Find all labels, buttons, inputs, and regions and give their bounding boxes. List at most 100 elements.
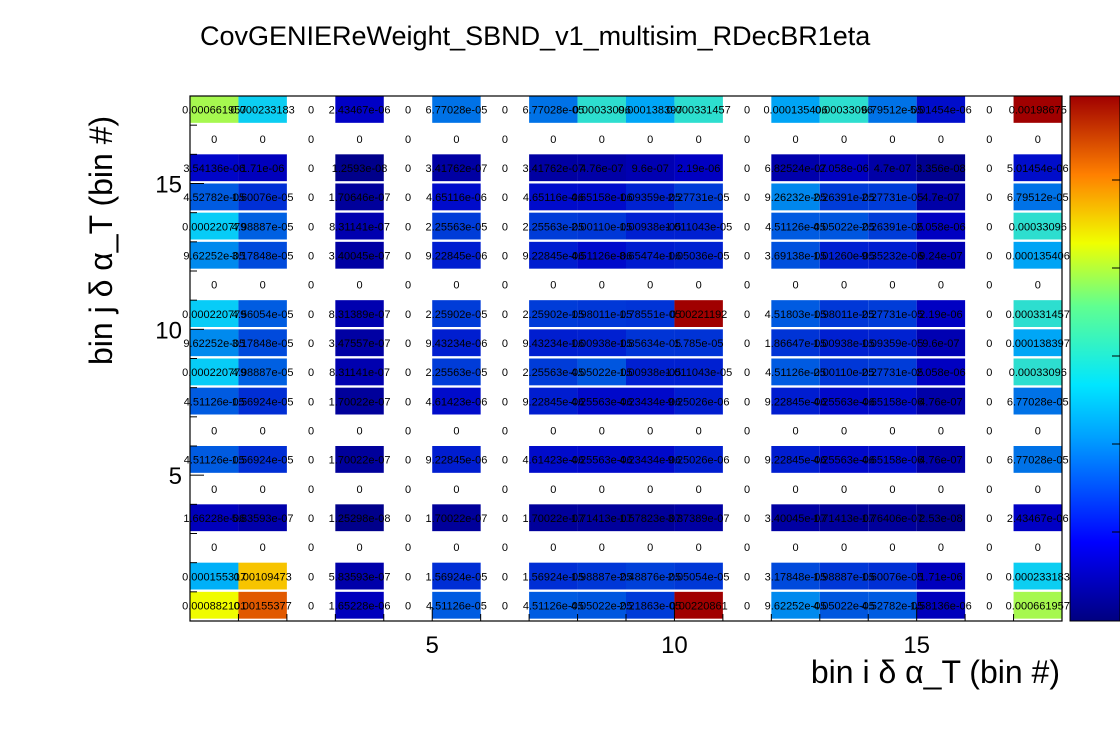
cell-value-label: 0 [647,280,653,292]
cell-value-label: 0.00033096 [815,105,873,117]
cell-value-label: 0 [1035,542,1041,554]
cell-value-label: 0 [744,513,750,525]
cell-value-label: 0 [308,484,314,496]
cell-value-label: 3.17848e-05 [232,338,294,350]
cell-value-label: 2.21863e-05 [619,600,681,612]
heatmap-cell [335,387,384,415]
heatmap-cell [819,96,869,123]
cell-value-label: 0.000661957 [182,105,246,117]
heatmap-cell [626,446,675,473]
cell-value-label: 9.62252e-05 [183,338,245,350]
cell-value-label: 0 [308,600,314,612]
cell-value-label: 2.25563e-05 [426,221,488,233]
cell-value-label: 0 [502,484,508,496]
cell-value-label: 0 [502,280,508,292]
heatmap-cell [916,154,966,182]
cell-value-label: 9.62252e-05 [183,250,245,262]
heatmap-cell [674,446,723,473]
cell-value-label: 0 [308,105,314,117]
cell-value-label: 1.70022e-07 [522,513,584,525]
cell-value-label: 0 [986,425,992,437]
cell-value-label: 0 [841,542,847,554]
heatmap-cell [626,358,675,386]
cell-value-label: 0 [647,425,653,437]
cell-value-label: 0.00109473 [234,571,292,583]
cell-value-label: 1.70022e-07 [426,513,488,525]
cell-value-label: 0 [986,571,992,583]
heatmap-cell [916,446,966,473]
heatmap-cell [432,300,481,327]
heatmap-cell [529,387,578,415]
heatmap-cell [190,358,239,386]
heatmap-cell [868,562,917,590]
heatmap-cell [626,96,675,123]
heatmap-cell [771,183,820,211]
heatmap-cell [432,183,481,211]
heatmap-cell [916,96,966,123]
heatmap-cell [626,387,675,415]
cell-value-label: 0.00155377 [234,600,292,612]
heatmap-cell [432,504,481,532]
cell-value-label: 2.26391e-05 [862,221,924,233]
cell-value-label: 0 [744,163,750,175]
cell-value-label: 1.76406e-07 [862,513,924,525]
heatmap-cell [335,183,384,211]
cell-value-label: 0.00220861 [670,600,728,612]
heatmap-cell [335,212,384,240]
cell-value-label: 6.77028e-05 [426,105,488,117]
cell-value-label: 0 [938,484,944,496]
cell-value-label: 0 [405,455,411,467]
heatmap-cell [674,212,723,240]
cell-value-label: 4.23434e-06 [619,396,681,408]
heatmap-cell [577,358,626,386]
cell-value-label: 0 [744,425,750,437]
heatmap-cell [335,241,384,269]
cell-value-label: 0 [502,192,508,204]
cell-value-label: 0 [308,221,314,233]
cell-value-label: 1.60076e-05 [862,571,924,583]
heatmap-cell [238,591,287,619]
cell-value-label: 0 [502,338,508,350]
cell-value-label: 0 [792,425,798,437]
y-tick-label: 10 [155,317,182,344]
heatmap-cell [1013,387,1062,415]
cell-value-label: 0 [986,250,992,262]
heatmap-cell [916,591,966,619]
heatmap-cell [1013,96,1062,123]
heatmap-cell [529,154,578,182]
heatmap-cell [1013,212,1062,240]
cell-value-label: 2.53e-08 [919,513,962,525]
cell-value-label: 4.65158e-06 [571,192,633,204]
cell-value-label: 4.98887e-05 [232,221,294,233]
heatmap-cell [529,591,578,619]
cell-value-label: 0 [502,455,508,467]
cell-value-label: 9.25026e-06 [668,455,730,467]
heatmap-cell [529,300,578,327]
cell-value-label: 0.000233183 [1006,571,1070,583]
cell-value-label: 0.000331457 [667,105,731,117]
cell-value-label: 0 [308,134,314,146]
cell-value-label: 0.00221192 [670,309,727,321]
heatmap-cell [819,446,869,473]
cell-value-label: 0 [211,542,217,554]
heatmap-cell [529,504,578,532]
heatmap-cell [335,591,384,619]
cell-value-label: 0 [1035,280,1041,292]
heatmap-cell [771,358,820,386]
heatmap-cell [238,96,287,123]
cell-value-label: 0 [841,425,847,437]
cell-value-label: 4.51126e-06 [571,250,632,262]
cell-value-label: 0 [986,192,992,204]
heatmap-cell [432,446,481,473]
cell-value-label: 1.05036e-05 [668,250,730,262]
cell-value-label: 1.78551e-05 [619,309,681,321]
cell-value-label: 0 [889,280,895,292]
heatmap-cell [577,562,626,590]
cell-value-label: 1.09359e-05 [862,338,924,350]
cell-value-label: 2.058e-06 [819,163,869,175]
heatmap-cell [529,183,578,211]
cell-value-label: 0 [986,484,992,496]
heatmap-cell [674,329,723,357]
cell-value-label: 9.22845e-06 [765,396,827,408]
heatmap-cell [238,212,287,240]
